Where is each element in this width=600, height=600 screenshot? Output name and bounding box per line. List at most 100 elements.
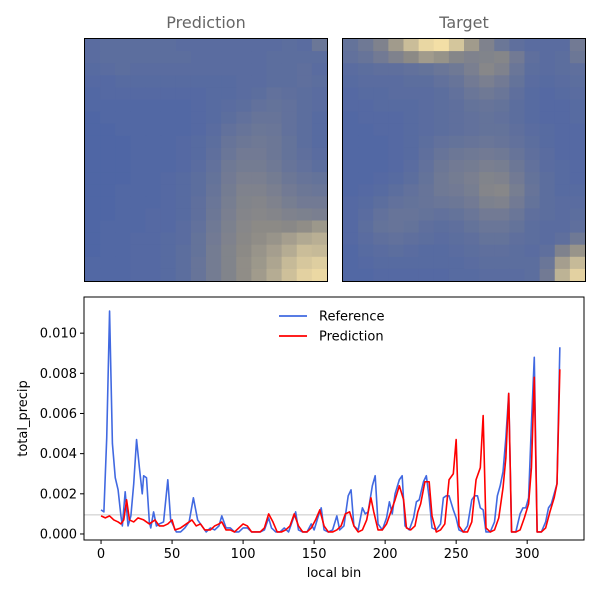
target-heatmap-cell (464, 196, 480, 209)
prediction-heatmap-cell (206, 244, 222, 258)
prediction-heatmap-cell (251, 111, 268, 125)
prediction-heatmap-cell (115, 63, 131, 76)
prediction-heatmap-cell (281, 111, 298, 125)
target-heatmap-cell (418, 111, 435, 125)
target-heatmap-cell (403, 208, 420, 221)
target-heatmap-cell (539, 99, 556, 113)
prediction-heatmap-cell (296, 208, 313, 221)
target-heatmap-cell (433, 184, 450, 197)
target-heatmap-cell (479, 268, 495, 281)
target-heatmap-cell (524, 147, 541, 161)
target-heatmap-cell (479, 87, 495, 100)
target-heatmap-cell (418, 232, 435, 246)
prediction-heatmap-cell (145, 111, 162, 125)
target-heatmap-cell (524, 208, 541, 221)
prediction-heatmap-cell (85, 135, 101, 149)
prediction-heatmap-cell (85, 87, 101, 100)
prediction-heatmap-cell (251, 51, 268, 64)
prediction-heatmap-cell (115, 147, 131, 161)
prediction-heatmap-cell (206, 111, 222, 125)
target-heatmap-cell (388, 87, 405, 100)
prediction-heatmap-cell (160, 135, 177, 149)
target-heatmap-cell (479, 135, 495, 149)
target-heatmap-cell (358, 160, 374, 173)
target-heatmap-cell (448, 160, 465, 173)
prediction-heatmap-cell (160, 63, 177, 76)
prediction-heatmap-cell (100, 184, 116, 197)
target-heatmap-cell (494, 268, 510, 281)
target-heatmap-cell (448, 51, 465, 64)
target-heatmap-cell (448, 87, 465, 100)
prediction-heatmap-cell (266, 63, 283, 76)
prediction-heatmap-cell (221, 196, 237, 209)
prediction-heatmap-cell (251, 220, 268, 234)
prediction-heatmap-cell (190, 99, 207, 113)
target-heatmap-cell (464, 87, 480, 100)
y-tick-label: 0.002 (40, 487, 77, 502)
target-heatmap-cell (403, 172, 420, 185)
target-heatmap-cell (524, 172, 541, 185)
prediction-heatmap-cell (160, 220, 177, 234)
prediction-heatmap-cell (85, 160, 101, 173)
prediction-heatmap-cell (115, 232, 131, 246)
prediction-heatmap-cell (236, 196, 252, 209)
prediction-heatmap-cell (236, 172, 252, 185)
target-heatmap-cell (343, 196, 359, 209)
target-heatmap-cell (358, 51, 374, 64)
prediction-heatmap-cell (145, 268, 162, 281)
prediction-heatmap-cell (221, 51, 237, 64)
prediction-heatmap-cell (206, 268, 222, 281)
prediction-heatmap-cell (281, 63, 298, 76)
prediction-series-line (100, 369, 561, 533)
target-heatmap-cell (373, 147, 389, 161)
prediction-heatmap-cell (296, 63, 313, 76)
target-heatmap-cell (343, 172, 359, 185)
prediction-heatmap-cell (251, 268, 268, 281)
target-heatmap-cell (464, 99, 480, 113)
prediction-heatmap-cell (145, 160, 162, 173)
target-heatmap-cell (403, 135, 420, 149)
target-heatmap-cell (388, 244, 405, 258)
target-heatmap-cell (539, 232, 556, 246)
prediction-heatmap-cell (296, 39, 313, 52)
prediction-heatmap-cell (296, 232, 313, 246)
target-heatmap-cell (358, 123, 374, 137)
target-heatmap-cell (554, 39, 571, 52)
prediction-heatmap-cell (175, 75, 192, 88)
target-heatmap-cell (554, 147, 571, 161)
prediction-heatmap-cell (160, 111, 177, 125)
target-heatmap-cell (494, 63, 510, 76)
target-heatmap-cell (524, 39, 541, 52)
prediction-heatmap-cell (145, 172, 162, 185)
prediction-heatmap-cell (251, 232, 268, 246)
target-heatmap-cell (464, 220, 480, 234)
target-heatmap-cell (358, 244, 374, 258)
prediction-heatmap-cell (100, 63, 116, 76)
prediction-heatmap-cell (266, 51, 283, 64)
y-tick-label: 0.000 (40, 527, 77, 542)
prediction-heatmap-cell (251, 196, 268, 209)
prediction-heatmap-cell (190, 232, 207, 246)
prediction-heatmap-cell (266, 39, 283, 52)
target-heatmap-cell (403, 184, 420, 197)
target-heatmap-cell (433, 232, 450, 246)
target-heatmap (342, 38, 586, 282)
target-heatmap-cell (539, 184, 556, 197)
target-heatmap-cell (569, 147, 585, 161)
target-heatmap-cell (539, 244, 556, 258)
prediction-heatmap-cell (281, 220, 298, 234)
prediction-heatmap-cell (281, 196, 298, 209)
prediction-heatmap-cell (266, 196, 283, 209)
prediction-heatmap-cell (115, 160, 131, 173)
prediction-heatmap-cell (296, 111, 313, 125)
target-heatmap-cell (509, 268, 526, 281)
prediction-heatmap-cell (206, 39, 222, 52)
prediction-heatmap-cell (296, 196, 313, 209)
target-heatmap-cell (539, 268, 556, 281)
prediction-heatmap-cell (296, 51, 313, 64)
target-heatmap-cell (373, 244, 389, 258)
y-tick-label: 0.010 (40, 327, 77, 342)
prediction-heatmap-cell (311, 147, 327, 161)
prediction-heatmap-cell (206, 147, 222, 161)
target-heatmap-cell (433, 123, 450, 137)
